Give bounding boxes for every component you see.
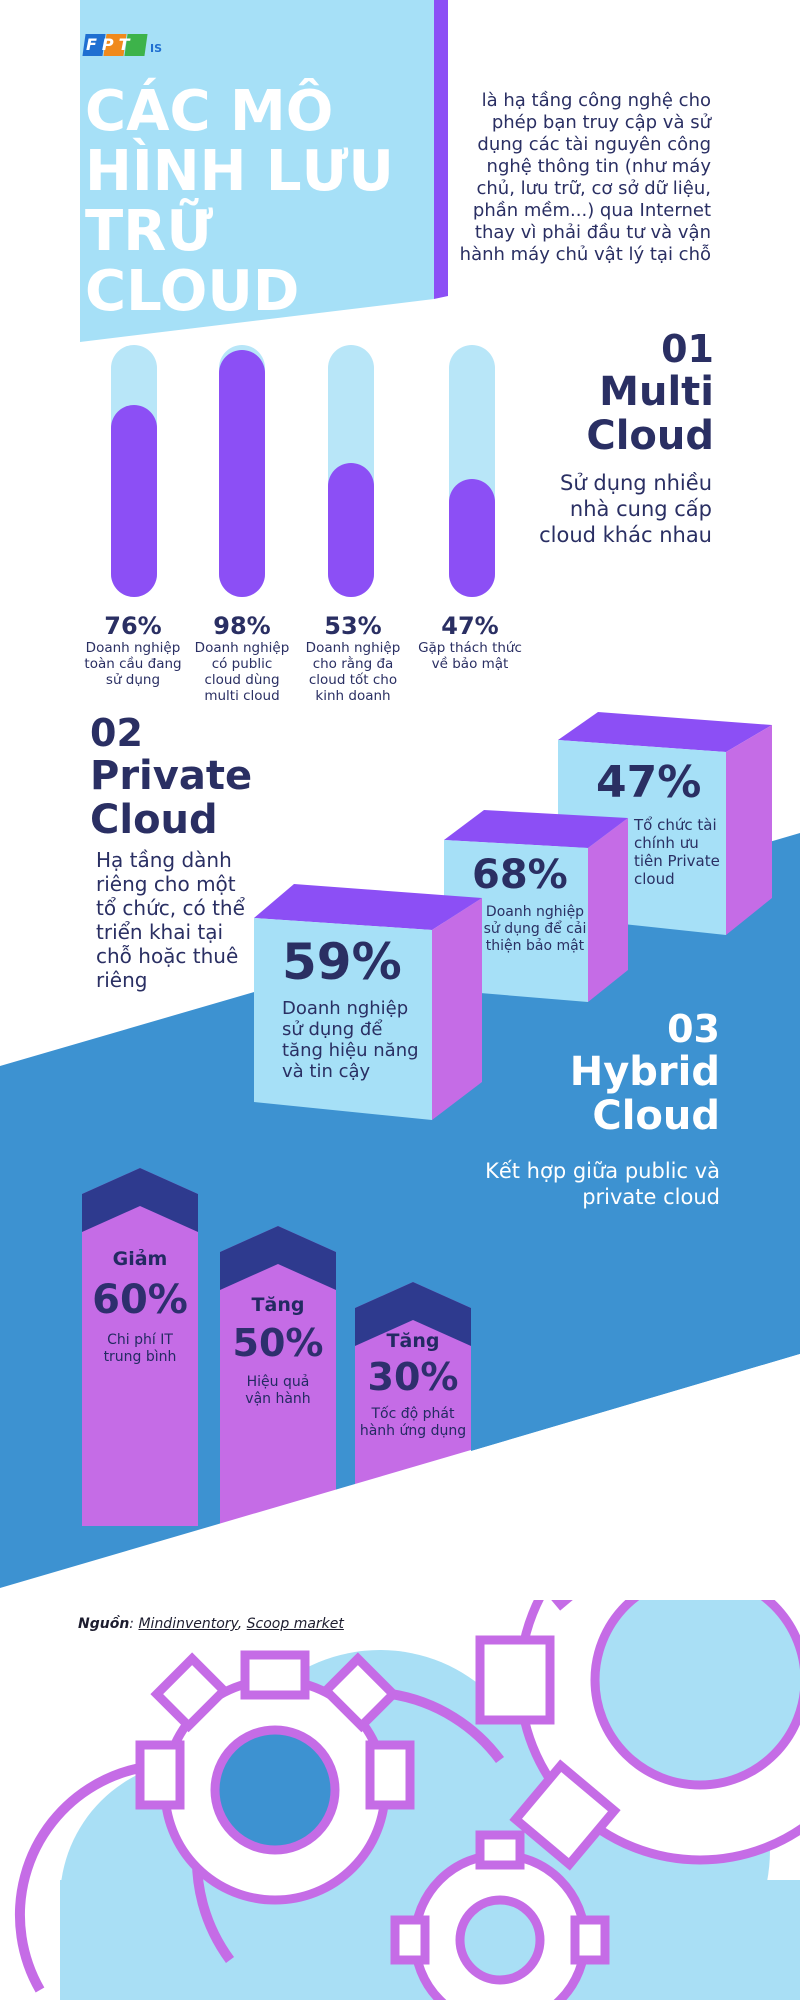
- desc-line: private cloud: [582, 1185, 720, 1209]
- intro-line: thay vì phải đầu tư và vận: [474, 222, 711, 243]
- hybrid-cloud-heading: 03 Hybrid Cloud: [480, 1008, 720, 1138]
- desc-line: Hạ tầng dành: [96, 848, 232, 872]
- cube-label: Tổ chức tài chính ưu tiên Private cloud: [634, 816, 720, 888]
- bar-stat-3: 53% Doanh nghiệp cho rằng đa cloud tốt cho…: [293, 612, 413, 704]
- arrow-verb: Tăng: [251, 1294, 305, 1316]
- lower-white-diagonal: [0, 1354, 800, 1600]
- bar-track: [219, 345, 265, 597]
- bar-fill: [449, 479, 495, 597]
- desc-line: triển khai tại: [96, 920, 224, 944]
- private-cloud-cubes: [254, 712, 772, 1120]
- private-cloud-heading: 02 Private Cloud: [90, 712, 350, 842]
- arrow-stat-2: Tăng 50% Hiệu quả vận hành: [220, 1294, 336, 1408]
- multi-cloud-description: Sử dụng nhiều nhà cung cấp cloud khác nh…: [500, 470, 712, 548]
- arrow-stat-1: Giảm 60% Chi phí IT trung bình: [82, 1248, 198, 1366]
- section-title-line: Hybrid: [569, 1049, 720, 1095]
- logo-suffix: IS: [150, 42, 163, 55]
- bar-stat-4: 47% Gặp thách thức về bảo mật: [410, 612, 530, 672]
- section-number: 03: [667, 1007, 720, 1051]
- bar-fill: [111, 405, 157, 597]
- section-title-line: Cloud: [592, 1093, 720, 1139]
- desc-line: tổ chức, có thể: [96, 896, 245, 920]
- desc-line: Kết hợp giữa public và: [485, 1159, 720, 1183]
- section-title-line: Cloud: [586, 413, 714, 459]
- bar-label: Doanh nghiệp toàn cầu đang sử dụng: [84, 640, 182, 688]
- private-cloud-description: Hạ tầng dành riêng cho một tổ chức, có t…: [96, 848, 266, 992]
- cube-label: Doanh nghiệp sử dụng để cải thiện bảo mật: [483, 904, 587, 954]
- source-credit: Nguồn: Mindinventory, Scoop market: [78, 1616, 344, 1632]
- intro-line: nghệ thông tin (như máy: [486, 156, 711, 177]
- intro-line: hành máy chủ vật lý tại chỗ: [459, 244, 711, 265]
- cube-percent: 47%: [596, 757, 702, 808]
- cube-1: [254, 884, 482, 1120]
- intro-line: phép bạn truy cập và sử: [491, 112, 711, 133]
- desc-line: riêng: [96, 968, 148, 992]
- arrow-percent: 30%: [367, 1355, 459, 1399]
- cube-stat-1: 59% Doanh nghiệp sử dụng để tăng hiệu năng…: [282, 934, 442, 1082]
- section-title-line: Cloud: [90, 797, 218, 843]
- desc-line: chỗ hoặc thuê: [96, 944, 239, 968]
- arrow-label: Tốc độ phát hành ứng dụng: [359, 1406, 467, 1439]
- bar-fill: [219, 350, 265, 597]
- source-label: Nguồn: [78, 1616, 130, 1632]
- arrow-stat-3: Tăng 30% Tốc độ phát hành ứng dụng: [355, 1330, 471, 1440]
- section-title-line: Private: [90, 753, 253, 799]
- section-title-line: Multi: [599, 369, 714, 415]
- bar-stat-2: 98% Doanh nghiệp có public cloud dùng multi…: [182, 612, 302, 704]
- bar-label: Doanh nghiệp có public cloud dùng multi clo…: [194, 640, 290, 704]
- desc-line: nhà cung cấp: [569, 497, 712, 521]
- title-line: TRỮ CLOUD: [85, 199, 300, 324]
- intro-text: là hạ tầng công nghệ cho phép bạn truy c…: [455, 90, 711, 266]
- multi-cloud-heading: 01 Multi Cloud: [500, 328, 714, 458]
- logo-text: FPT: [86, 35, 135, 54]
- bar-track: [111, 345, 157, 597]
- arrow-verb: Giảm: [112, 1248, 168, 1270]
- section-number: 01: [661, 327, 714, 371]
- source-link-scoop-market[interactable]: Scoop market: [246, 1616, 344, 1632]
- desc-line: Sử dụng nhiều: [560, 471, 712, 495]
- bar-percent: 76%: [104, 612, 162, 640]
- arrow-percent: 50%: [232, 1321, 324, 1365]
- cube-stat-2: 68% Doanh nghiệp sử dụng để cải thiện bảo …: [472, 852, 592, 955]
- fpt-logo: FPT IS: [82, 34, 194, 64]
- arrow-label: Hiệu quả vận hành: [245, 1374, 311, 1407]
- bar-fill: [328, 463, 374, 597]
- arrow-1: [82, 1168, 198, 1526]
- bar-track: [449, 345, 495, 597]
- arrow-verb: Tăng: [386, 1330, 440, 1352]
- desc-line: cloud khác nhau: [539, 523, 712, 547]
- cube-percent: 68%: [472, 852, 568, 898]
- bar-label: Gặp thách thức về bảo mật: [418, 640, 522, 672]
- page-title: CÁC MÔ HÌNH LƯU TRỮ CLOUD: [85, 82, 425, 322]
- arrow-2: [220, 1226, 336, 1526]
- intro-line: là hạ tầng công nghệ cho: [481, 90, 711, 111]
- title-line: HÌNH LƯU: [85, 139, 394, 204]
- cube-stat-3: 47% Tổ chức tài chính ưu tiên Private cloud: [596, 757, 726, 889]
- source-link-mindinventory[interactable]: Mindinventory: [138, 1616, 238, 1632]
- bar-stat-1: 76% Doanh nghiệp toàn cầu đang sử dụng: [73, 612, 193, 688]
- cube-percent: 59%: [282, 933, 402, 991]
- intro-line: dụng các tài nguyên công: [477, 134, 711, 155]
- intro-line: chủ, lưu trữ, cơ sở dữ liệu,: [476, 178, 711, 199]
- hybrid-cloud-description: Kết hợp giữa public và private cloud: [420, 1158, 720, 1210]
- section-number: 02: [90, 711, 143, 755]
- intro-line: phần mềm...) qua Internet: [472, 200, 711, 221]
- bar-percent: 53%: [324, 612, 382, 640]
- arrow-label: Chi phí IT trung bình: [103, 1332, 177, 1365]
- desc-line: riêng cho một: [96, 872, 236, 896]
- bar-label: Doanh nghiệp cho rằng đa cloud tốt cho kinh…: [305, 640, 401, 704]
- title-line: CÁC MÔ: [85, 79, 334, 144]
- bar-percent: 98%: [213, 612, 271, 640]
- arrow-percent: 60%: [92, 1277, 188, 1323]
- bar-track: [328, 345, 374, 597]
- cube-label: Doanh nghiệp sử dụng để tăng hiệu năng và t…: [282, 998, 419, 1082]
- bar-percent: 47%: [441, 612, 499, 640]
